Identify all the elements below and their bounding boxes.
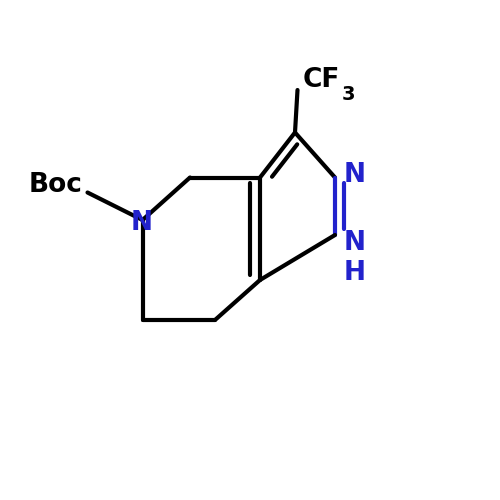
Text: 3: 3 [342,84,355,103]
Text: N: N [344,162,366,188]
Text: H: H [344,260,366,285]
Text: CF: CF [302,67,340,93]
Text: N: N [344,230,366,256]
Text: N: N [130,210,152,236]
Text: Boc: Boc [28,172,82,198]
